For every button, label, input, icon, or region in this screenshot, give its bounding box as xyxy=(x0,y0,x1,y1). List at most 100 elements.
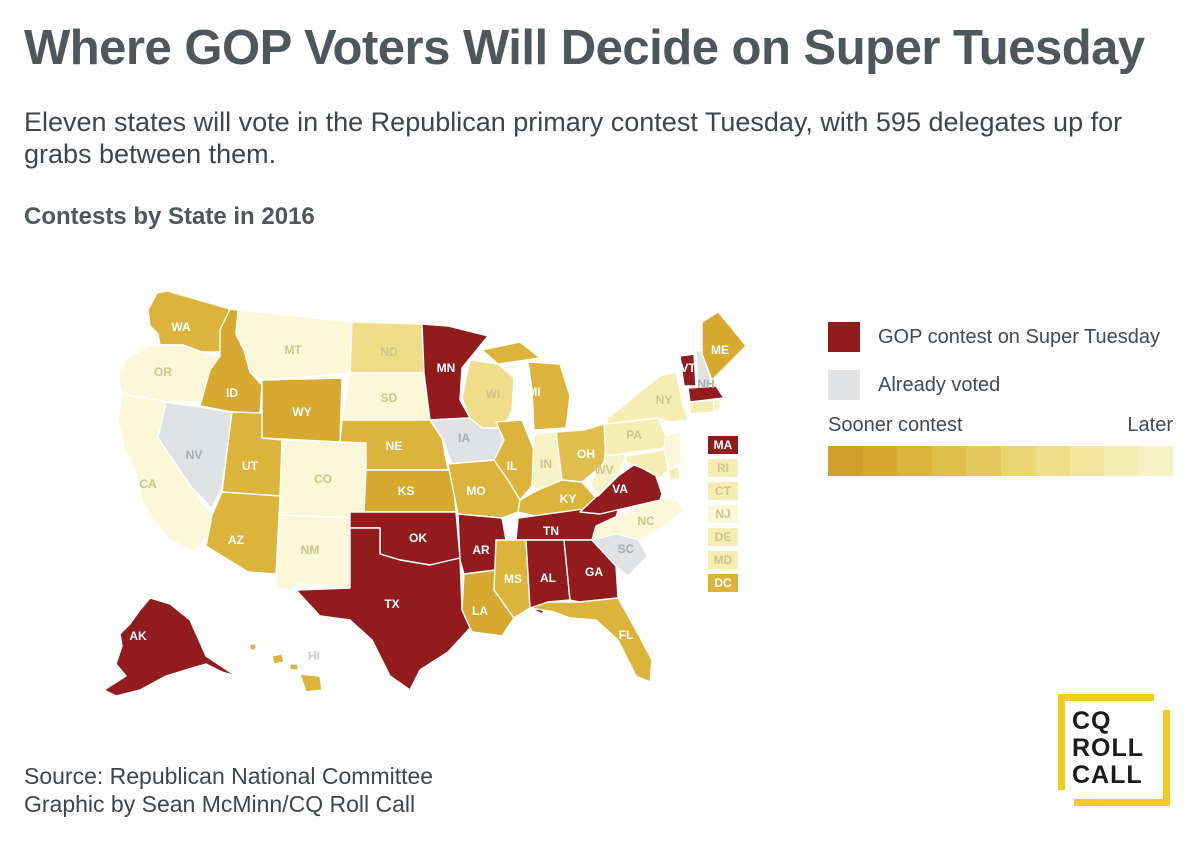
state-label-ut: UT xyxy=(242,459,259,473)
state-label-ky: KY xyxy=(560,492,577,506)
state-label-az: AZ xyxy=(228,533,244,547)
state-label-sd: SD xyxy=(381,391,398,405)
callout-label-nj: NJ xyxy=(715,507,730,521)
state-hi xyxy=(249,643,323,693)
state-or xyxy=(117,344,221,403)
scale-step xyxy=(862,446,897,476)
legend-super-tuesday-label: GOP contest on Super Tuesday xyxy=(878,325,1161,348)
page-subtitle: Eleven states will vote in the Republica… xyxy=(24,107,1123,169)
state-label-hi: HI xyxy=(308,649,320,663)
state-label-wy: WY xyxy=(292,405,311,419)
state-label-ga: GA xyxy=(585,565,603,579)
callout-box-nj xyxy=(708,505,738,523)
legend-already-voted-swatch xyxy=(828,370,860,400)
state-label-nd: ND xyxy=(380,345,398,359)
callout-label-ri: RI xyxy=(717,461,729,475)
state-label-nc: NC xyxy=(637,514,655,528)
state-mi xyxy=(481,341,571,431)
state-ny xyxy=(605,371,689,425)
source-line: Source: Republican National Committee xyxy=(24,763,434,789)
state-label-wv: WV xyxy=(594,463,613,477)
state-label-sc: SC xyxy=(618,542,635,556)
scale-step xyxy=(1000,446,1035,476)
state-ms xyxy=(493,539,531,619)
state-label-ia: IA xyxy=(458,431,470,445)
state-label-ne: NE xyxy=(386,439,403,453)
legend-scale-bar xyxy=(828,446,1173,476)
state-tx xyxy=(295,527,471,691)
callout-label-ct: CT xyxy=(715,484,732,498)
state-label-in: IN xyxy=(540,457,552,471)
legend-later-label: Later xyxy=(1127,414,1173,436)
state-label-tn: TN xyxy=(543,524,559,538)
legend-super-tuesday: GOP contest on Super Tuesday xyxy=(828,322,1160,352)
scale-step xyxy=(1069,446,1104,476)
callout-box-ct xyxy=(708,482,738,500)
state-label-me: ME xyxy=(711,343,729,357)
scale-step xyxy=(1104,446,1139,476)
state-label-al: AL xyxy=(540,571,556,585)
state-label-mt: MT xyxy=(284,343,302,357)
state-label-id: ID xyxy=(226,386,238,400)
section-title: Contests by State in 2016 xyxy=(24,203,315,230)
page-title: Where GOP Voters Will Decide on Super Tu… xyxy=(24,21,1145,75)
state-label-wi: WI xyxy=(486,387,501,401)
scale-step xyxy=(828,446,863,476)
scale-step xyxy=(1138,446,1173,476)
state-ri xyxy=(713,399,721,411)
callout-box-de xyxy=(708,528,738,546)
state-label-tx: TX xyxy=(384,597,399,611)
state-ma xyxy=(687,385,725,403)
state-label-or: OR xyxy=(154,365,172,379)
state-label-ny: NY xyxy=(656,393,673,407)
state-md xyxy=(625,449,669,479)
callout-box-md xyxy=(708,551,738,569)
scale-step xyxy=(931,446,966,476)
logo-frame-bottom xyxy=(1074,710,1170,806)
state-me xyxy=(701,311,747,381)
state-ct xyxy=(689,399,715,415)
state-labels: WA OR CA NV ID MT WY UT AZ CO NM ND SD NE KS OK TX MN IA MO… xyxy=(129,320,729,663)
state-label-pa: PA xyxy=(626,428,642,442)
state-label-nm: NM xyxy=(301,543,320,557)
state-label-co: CO xyxy=(314,472,332,486)
state-label-mo: MO xyxy=(466,484,485,498)
state-label-oh: OH xyxy=(577,447,595,461)
state-vt xyxy=(679,353,697,387)
source-note: Source: Republican National Committee Gr… xyxy=(24,762,433,818)
callout-label-ma: MA xyxy=(714,438,733,452)
state-nj xyxy=(663,431,683,471)
state-shapes xyxy=(103,290,747,697)
callout-label-de: DE xyxy=(715,530,732,544)
scale-step xyxy=(966,446,1001,476)
state-label-mi: MI xyxy=(527,385,540,399)
state-label-il: IL xyxy=(507,459,518,473)
cq-roll-call-logo: CQ ROLL CALL xyxy=(1058,694,1170,806)
state-label-va: VA xyxy=(612,482,628,496)
state-va xyxy=(579,461,663,515)
state-de xyxy=(667,465,681,481)
state-label-fl: FL xyxy=(619,628,634,642)
state-label-vt: VT xyxy=(680,361,696,375)
state-label-nv: NV xyxy=(186,448,203,462)
legend-sooner-label: Sooner contest xyxy=(828,414,963,436)
scale-step xyxy=(1035,446,1070,476)
logo-text: CQ ROLL CALL xyxy=(1072,707,1145,789)
credit-line: Graphic by Sean McMinn/CQ Roll Call xyxy=(24,791,416,817)
state-label-ks: KS xyxy=(398,484,415,498)
state-label-ms: MS xyxy=(504,572,522,586)
state-label-nh: NH xyxy=(697,377,714,391)
state-nc xyxy=(591,497,685,541)
callout-box-ma xyxy=(708,436,738,454)
legend-super-tuesday-swatch xyxy=(828,322,860,352)
state-mn xyxy=(421,323,489,421)
callout-box-dc xyxy=(708,574,738,592)
state-label-wa: WA xyxy=(171,320,191,334)
state-label-ok: OK xyxy=(409,531,427,545)
state-label-ak: AK xyxy=(129,629,147,643)
state-ak xyxy=(103,597,237,697)
state-fl xyxy=(529,597,653,683)
state-label-ar: AR xyxy=(472,543,490,557)
callout-label-dc: DC xyxy=(714,576,732,590)
